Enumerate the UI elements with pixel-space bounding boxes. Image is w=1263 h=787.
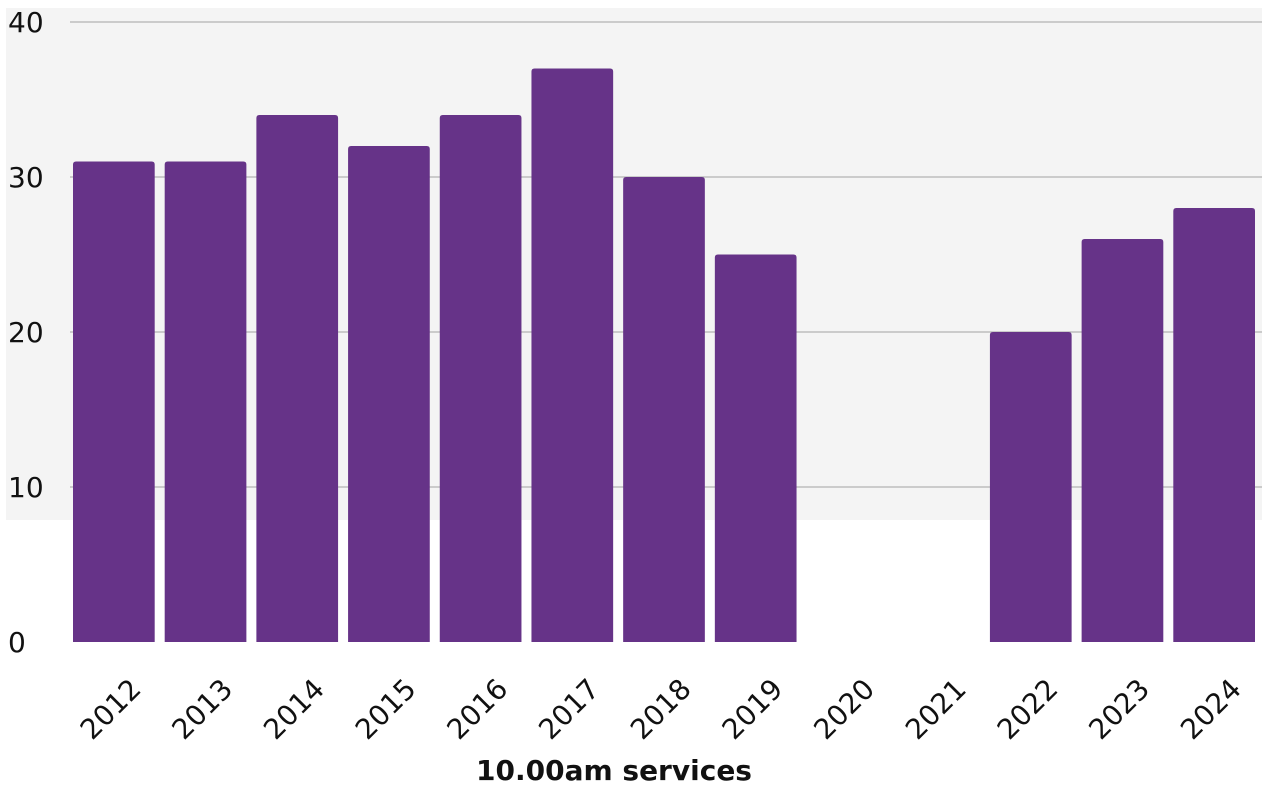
x-tick-label: 2019 [716, 672, 790, 746]
y-axis-ticks: 0 10 20 30 40 [8, 6, 44, 659]
x-axis-label: 10.00am services [476, 754, 752, 787]
x-tick-label: 2024 [1174, 672, 1248, 746]
x-tick-label: 2014 [257, 672, 331, 746]
y-tick-label: 40 [8, 6, 44, 39]
bar-2023 [1081, 239, 1164, 642]
bar-2018 [623, 177, 705, 642]
x-axis-ticks: 2012 2013 2014 2015 2016 2017 2018 2019 2020 2021… [74, 672, 1248, 746]
y-tick-label: 0 [8, 626, 26, 659]
y-tick-label: 20 [8, 316, 44, 349]
x-tick-label: 2016 [441, 672, 515, 746]
y-tick-label: 30 [8, 161, 44, 194]
x-tick-label: 2021 [899, 672, 973, 746]
x-tick-label: 2013 [165, 672, 239, 746]
x-tick-label: 2017 [532, 672, 606, 746]
x-tick-label: 2020 [807, 672, 881, 746]
bar-2024 [1173, 208, 1255, 642]
x-tick-label: 2022 [991, 672, 1065, 746]
y-tick-label: 10 [8, 471, 44, 504]
bar-2015 [348, 146, 430, 642]
bar-2022 [989, 332, 1072, 642]
bar-2012 [73, 161, 155, 642]
bar-2014 [256, 115, 339, 642]
x-tick-label: 2015 [349, 672, 423, 746]
bar-2017 [531, 68, 614, 642]
bar-2016 [439, 115, 522, 642]
x-tick-label: 2023 [1082, 672, 1156, 746]
x-tick-label: 2012 [74, 672, 148, 746]
bars [73, 68, 1255, 642]
bar-2019 [714, 254, 797, 642]
bar-2013 [164, 161, 247, 642]
x-tick-label: 2018 [624, 672, 698, 746]
